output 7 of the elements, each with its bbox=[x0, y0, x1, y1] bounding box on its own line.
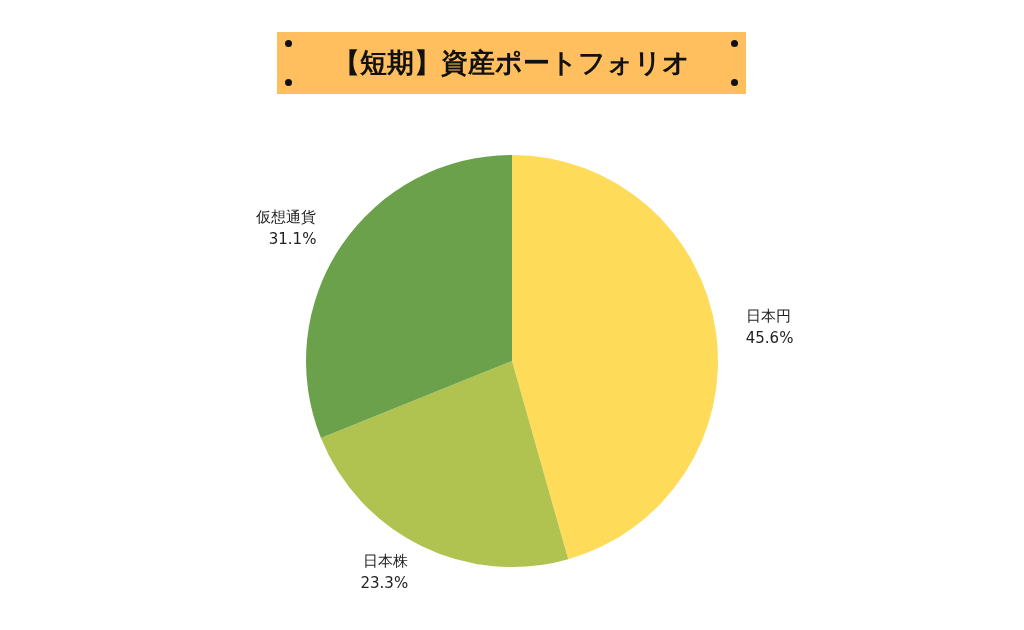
slice-label: 日本株 bbox=[363, 551, 409, 570]
data-label: 23.3% bbox=[360, 573, 409, 592]
data-label: 31.1% bbox=[268, 229, 317, 248]
chart-title: 【短期】資産ポートフォリオ bbox=[277, 32, 746, 94]
data-label: 45.6% bbox=[745, 329, 794, 348]
slice-label: 日本円 bbox=[745, 307, 791, 326]
slice-label: 仮想通貨 bbox=[255, 207, 317, 226]
